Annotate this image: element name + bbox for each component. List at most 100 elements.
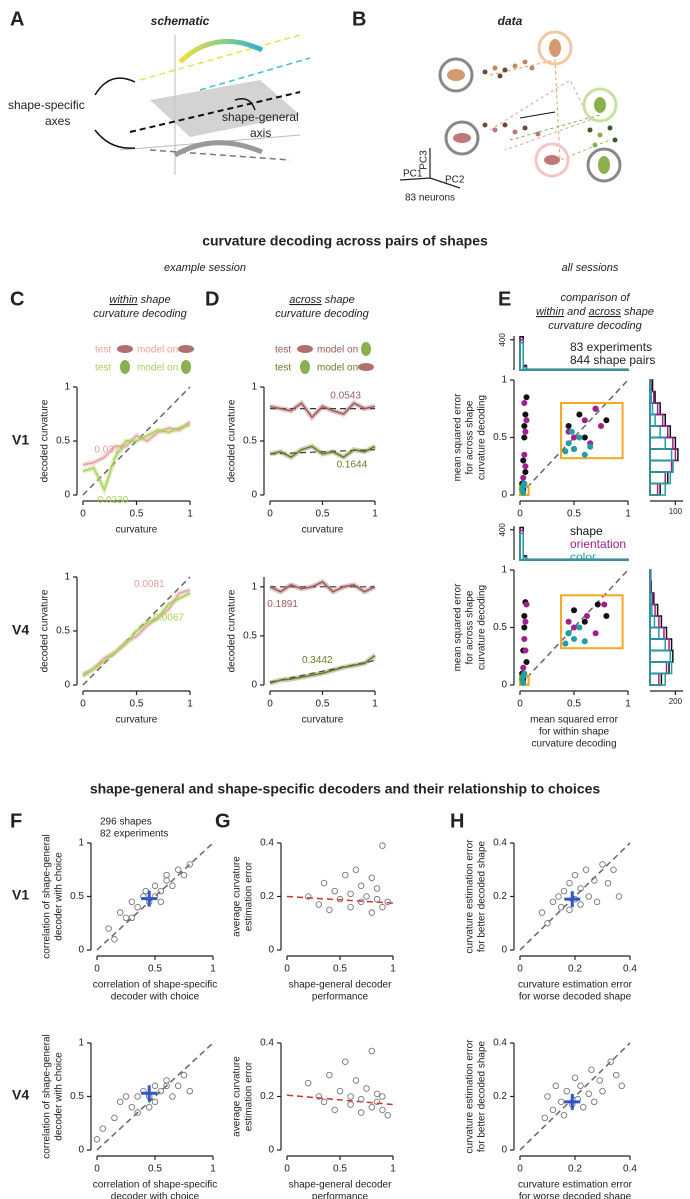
point (347, 903, 354, 911)
point (570, 445, 578, 453)
histogram-bar (649, 459, 674, 473)
legend-icon (297, 345, 313, 353)
histogram-bar (649, 379, 652, 393)
identity-line (519, 1042, 631, 1151)
x-tick-label: 0.5 (148, 1164, 162, 1175)
legend: test model on test model on (275, 342, 374, 374)
specific-axis (149, 149, 291, 161)
point (357, 1109, 365, 1116)
y-tick-label: 0 (251, 490, 257, 501)
point (163, 1077, 170, 1084)
point (163, 877, 170, 884)
point (163, 871, 170, 879)
panel-letter: G (215, 810, 231, 832)
hist-tick-label: 400 (498, 333, 507, 347)
title-part: shape (621, 306, 654, 318)
point (565, 618, 572, 625)
histogram-bar (522, 366, 528, 371)
y-axis-label: correlation of shape-general (42, 1034, 53, 1159)
point (363, 893, 370, 900)
selection-box (560, 402, 624, 460)
panel-letter: B (352, 8, 366, 30)
point (352, 1077, 360, 1084)
point (520, 457, 527, 464)
identity-line (82, 386, 191, 496)
histogram-bar (649, 459, 673, 473)
x-tick-label: 0.5 (130, 509, 144, 520)
histogram-bar (649, 390, 653, 404)
point (357, 1095, 365, 1103)
panel-letter: H (450, 810, 464, 832)
y-axis-label: average curvature (232, 856, 243, 937)
plane (150, 80, 300, 137)
point (520, 482, 527, 489)
point (613, 1071, 620, 1079)
row-label: V1 (12, 887, 29, 903)
line (82, 589, 191, 675)
y-tick-label: 0.4 (260, 1038, 274, 1049)
y-axis-label: curvature decoding (477, 395, 488, 480)
point (570, 635, 578, 643)
x-tick-label: 0 (80, 699, 86, 710)
legend-icon (358, 363, 374, 371)
x-tick-label: 0.4 (623, 1164, 637, 1175)
legend-text: test (275, 363, 291, 374)
x-axis-label: decoder with choice (111, 1192, 200, 1199)
point (520, 664, 527, 671)
y-tick-label: 0 (64, 490, 70, 501)
point (142, 887, 149, 895)
row-label: V4 (12, 622, 29, 638)
y-axis-label: estimation error (244, 1061, 255, 1131)
annotation: 0.3442 (302, 655, 333, 666)
x-axis-label: for worse decoded shape (519, 1192, 632, 1199)
point (174, 866, 182, 874)
x-axis-label: curvature (116, 525, 158, 536)
x-tick-label: 0.5 (130, 699, 144, 710)
point (134, 1109, 141, 1116)
point (570, 607, 578, 614)
point (592, 630, 599, 637)
point (522, 463, 529, 470)
histogram-bar (649, 603, 659, 617)
point (599, 861, 606, 868)
point (521, 451, 528, 458)
label: shape-general (222, 110, 299, 124)
legend-text: color (570, 550, 596, 564)
x-tick-label: 0.5 (333, 964, 347, 975)
y-tick-label: 1 (501, 375, 507, 386)
point (93, 1136, 101, 1143)
point (320, 1098, 328, 1106)
y-axis-label: mean squared error (453, 583, 464, 671)
x-tick-label: 0 (517, 964, 523, 975)
point (577, 1082, 584, 1090)
legend-text: shape (570, 524, 603, 538)
point (607, 1058, 615, 1065)
point (169, 882, 176, 890)
histogram-bar (649, 649, 674, 663)
x-tick-label: 0 (94, 1164, 100, 1175)
point (565, 440, 572, 447)
title-part: and (564, 306, 588, 318)
point (521, 434, 528, 441)
legend-icon (181, 360, 191, 374)
panel-letter: A (10, 8, 24, 30)
x-tick-label: 0.5 (316, 699, 330, 710)
selection-box (560, 594, 624, 650)
x-tick-label: 1 (210, 964, 216, 975)
legend-text: test (275, 345, 291, 356)
legend-icon (361, 342, 371, 356)
point (368, 874, 376, 882)
legend-text: model on (137, 363, 178, 374)
histogram-bar (649, 638, 670, 652)
x-tick-label: 0 (517, 509, 523, 520)
section-title: curvature decoding across pairs of shape… (202, 233, 488, 249)
point (596, 1077, 604, 1084)
histogram-bar (649, 413, 656, 427)
x-axis-label: performance (312, 992, 369, 1003)
point (379, 1093, 386, 1100)
line (82, 420, 191, 466)
y-tick-label: 0 (501, 1145, 507, 1156)
label: shape-specific (8, 98, 85, 112)
point (610, 866, 617, 874)
y-axis-label: decoder with choice (54, 852, 65, 941)
